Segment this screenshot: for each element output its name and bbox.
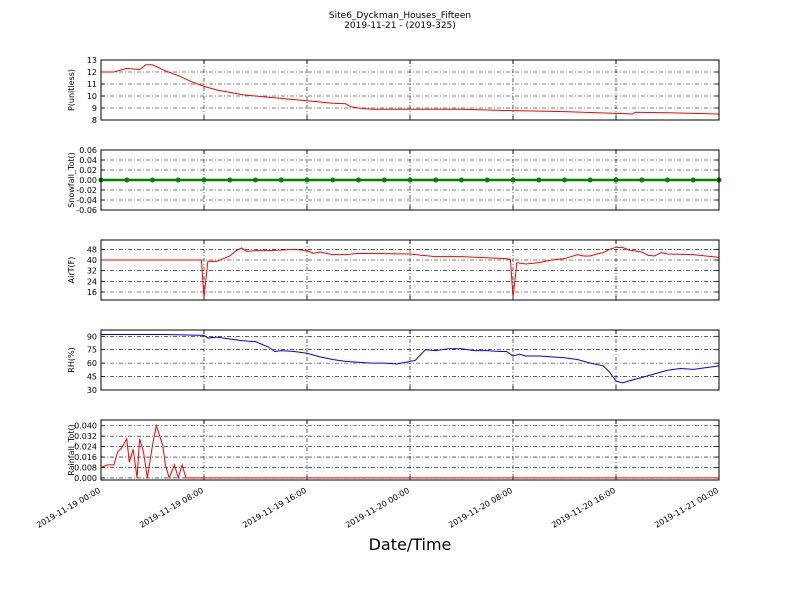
y-tick-label: 0.008	[74, 463, 97, 472]
y-tick-label: 0.032	[74, 432, 97, 441]
chart-subtitle: 2019-11-21 - (2019-325)	[344, 21, 456, 31]
x-tick-label: 2019-11-20 16:00	[550, 486, 617, 530]
data-point	[227, 177, 233, 183]
data-point	[278, 177, 284, 183]
data-point	[510, 177, 516, 183]
y-tick-label: 75	[87, 346, 97, 355]
data-point	[665, 177, 670, 183]
data-point	[124, 177, 130, 183]
y-tick-label: 0.024	[74, 443, 97, 452]
y-tick-label: -0.02	[76, 186, 97, 195]
y-tick-label: 0.00	[79, 176, 97, 185]
x-tick-label: 2019-11-21 00:00	[653, 486, 720, 530]
y-tick-label: 13	[87, 56, 97, 65]
y-tick-label: -0.04	[76, 196, 97, 205]
y-tick-label: 9	[92, 104, 97, 113]
y-tick-label: 40	[87, 256, 97, 265]
plot-frame	[100, 59, 720, 121]
data-point	[407, 177, 413, 183]
x-tick-label: 2019-11-20 08:00	[447, 486, 514, 530]
y-axis-label: P(unitless)	[67, 69, 76, 111]
plot-frame	[100, 419, 720, 481]
x-tick-label: 2019-11-19 16:00	[241, 486, 308, 530]
y-tick-label: 0.04	[79, 156, 97, 165]
data-point	[253, 177, 258, 183]
y-tick-label: 30	[87, 386, 97, 395]
y-tick-label: -0.06	[76, 206, 97, 215]
y-tick-label: 16	[87, 288, 97, 297]
data-line	[100, 423, 719, 480]
data-point	[150, 177, 155, 183]
y-tick-label: 12	[87, 68, 97, 77]
y-axis-label: Rainfall_Tot()	[67, 424, 76, 476]
y-tick-label: 90	[87, 332, 97, 341]
data-line	[101, 246, 720, 298]
plot-frame	[100, 329, 720, 391]
data-point	[175, 177, 181, 183]
data-line	[101, 333, 720, 384]
y-axis-label: RH(%)	[67, 347, 76, 372]
chart-title: Site6_Dyckman_Houses_Fifteen	[329, 11, 471, 21]
y-tick-label: 0.02	[79, 166, 97, 175]
y-axis-label: AirT(F)	[67, 257, 76, 284]
data-point	[459, 177, 464, 183]
plot-frame	[100, 239, 720, 301]
data-point	[356, 177, 361, 183]
y-tick-label: 45	[87, 373, 97, 382]
plot-frame	[100, 149, 720, 211]
y-axis-label: Snowfall_Tot()	[67, 152, 76, 208]
x-axis-label: Date/Time	[369, 535, 452, 554]
data-point	[639, 177, 645, 183]
x-tick-label: 2019-11-19 08:00	[138, 486, 205, 530]
data-point	[201, 177, 207, 183]
data-point	[484, 177, 490, 183]
data-point	[381, 177, 387, 183]
y-tick-label: 8	[92, 116, 97, 125]
y-tick-label: 0.040	[74, 422, 97, 431]
data-point	[304, 177, 310, 183]
data-point	[587, 177, 593, 183]
data-line	[101, 64, 720, 115]
x-tick-label: 2019-11-20 00:00	[344, 486, 411, 530]
data-point	[536, 177, 542, 183]
data-point	[690, 177, 696, 183]
y-tick-label: 60	[87, 359, 97, 368]
y-tick-label: 0.06	[79, 146, 97, 155]
data-point	[433, 177, 439, 183]
y-tick-label: 10	[87, 92, 97, 101]
data-point	[613, 177, 619, 183]
y-tick-label: 0.016	[74, 453, 97, 462]
y-tick-label: 32	[87, 267, 97, 276]
x-tick-label: 2019-11-19 00:00	[35, 486, 102, 530]
y-tick-label: 11	[87, 80, 97, 89]
data-point	[562, 177, 567, 183]
y-tick-label: 48	[87, 245, 97, 254]
y-tick-label: 24	[87, 277, 97, 286]
data-point	[330, 177, 336, 183]
y-tick-label: 0.000	[74, 474, 97, 483]
